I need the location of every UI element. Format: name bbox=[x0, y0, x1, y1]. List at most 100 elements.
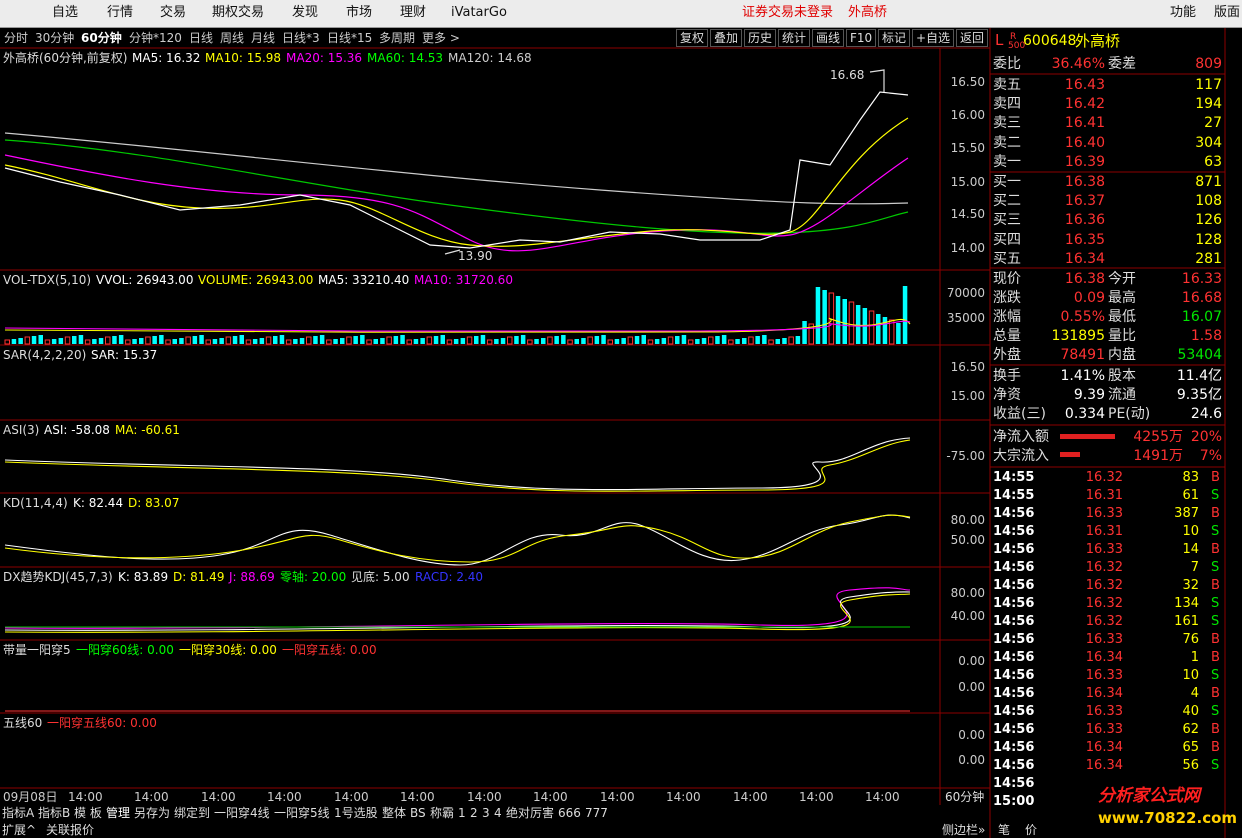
indicator-tab[interactable]: 整体 bbox=[382, 806, 407, 820]
indicator-tab[interactable]: 绝对厉害 bbox=[506, 806, 555, 820]
menu-item[interactable]: 交易 bbox=[160, 5, 187, 20]
y-tick-label: 16.00 bbox=[950, 108, 985, 122]
toolbar-button[interactable]: +自选 bbox=[912, 29, 955, 47]
footer-button[interactable]: 扩展^ bbox=[2, 823, 37, 837]
footer-button[interactable]: 价 bbox=[1025, 823, 1038, 837]
tick-time: 14:56 bbox=[993, 506, 1035, 521]
tick-volume: 134 bbox=[1174, 596, 1199, 611]
order-label: 卖一 bbox=[993, 153, 1021, 170]
y-tick-label: 80.00 bbox=[950, 513, 985, 527]
volume-bar bbox=[808, 323, 814, 345]
period-tab[interactable]: 多周期 bbox=[379, 31, 416, 45]
indicator-tab[interactable]: 777 bbox=[585, 806, 608, 820]
indicator-tab[interactable]: 1 bbox=[458, 806, 466, 820]
price-annotation: 13.90 bbox=[458, 249, 493, 263]
indicator-tab[interactable]: 一阳穿5线 bbox=[274, 806, 330, 820]
footer-button[interactable]: 侧边栏» bbox=[942, 823, 986, 837]
menu-item[interactable]: 自选 bbox=[52, 5, 79, 20]
tick-time: 14:56 bbox=[993, 686, 1035, 701]
indicator-tab[interactable]: 模 板 bbox=[74, 806, 102, 820]
volume-bar bbox=[695, 339, 700, 344]
period-tab[interactable]: 日线*15 bbox=[327, 31, 373, 45]
indicator-tab[interactable]: 管理 bbox=[106, 806, 131, 820]
indicator-tab[interactable]: 4 bbox=[494, 806, 502, 820]
indicator-tab[interactable]: 称霸 bbox=[430, 806, 455, 820]
toolbar-button[interactable]: 返回 bbox=[956, 29, 989, 47]
menu-button[interactable]: 功能 bbox=[1170, 5, 1197, 20]
order-volume: 63 bbox=[1204, 153, 1222, 170]
volume-bar bbox=[420, 338, 425, 344]
toolbar-button[interactable]: 叠加 bbox=[710, 29, 743, 47]
tick-side: S bbox=[1211, 614, 1220, 629]
indicator-tab[interactable]: 指标A bbox=[2, 806, 35, 820]
menu-item[interactable]: 行情 bbox=[107, 5, 134, 20]
period-tab[interactable]: 更多 > bbox=[422, 31, 460, 45]
toolbar-button[interactable]: 复权 bbox=[676, 29, 709, 47]
indicator-tab[interactable]: 666 bbox=[558, 806, 581, 820]
volume-bar bbox=[574, 339, 579, 344]
menu-item[interactable]: iVatarGo bbox=[451, 5, 507, 20]
period-tab[interactable]: 日线*3 bbox=[282, 31, 320, 45]
tick-time: 14:55 bbox=[993, 470, 1035, 485]
info-value: 1.41% bbox=[1060, 368, 1105, 384]
flow-pct: 7% bbox=[1199, 448, 1222, 464]
volume-bar bbox=[755, 336, 760, 344]
info-value: 9.35亿 bbox=[1176, 387, 1222, 403]
volume-bar bbox=[346, 336, 352, 345]
tick-side: S bbox=[1211, 758, 1220, 773]
volume-bar bbox=[44, 339, 51, 345]
indicator-tab[interactable]: 绑定到 bbox=[174, 806, 211, 820]
period-tab[interactable]: 60分钟 bbox=[81, 31, 122, 45]
menu-item[interactable]: 发现 bbox=[292, 5, 319, 20]
indicator-tab[interactable]: 1号选股 bbox=[334, 806, 378, 820]
tick-time: 14:56 bbox=[993, 632, 1035, 647]
indicator-label: SAR(4,2,2,20) bbox=[3, 348, 87, 362]
menu-item[interactable]: 理财 bbox=[400, 5, 427, 20]
x-tick-label: 14:00 bbox=[666, 790, 701, 804]
footer-button[interactable]: 关联报价 bbox=[46, 823, 95, 837]
period-tab[interactable]: 分时 bbox=[4, 31, 29, 45]
indicator-tab[interactable]: 指标B bbox=[38, 806, 71, 820]
menu-item[interactable]: 期权交易 bbox=[212, 5, 265, 20]
volume-bar bbox=[594, 336, 600, 344]
period-tab[interactable]: 日线 bbox=[189, 31, 214, 45]
order-volume: 117 bbox=[1195, 77, 1222, 93]
menu-button[interactable]: 版面 bbox=[1214, 5, 1241, 20]
stat-value: 0.55% bbox=[1060, 309, 1105, 325]
indicator-tab[interactable]: 3 bbox=[482, 806, 490, 820]
volume-bar bbox=[842, 299, 847, 344]
indicator-tab[interactable]: 另存为 bbox=[134, 806, 171, 820]
toolbar-button[interactable]: 画线 bbox=[812, 29, 845, 47]
y-tick-label: 35000 bbox=[946, 311, 985, 325]
indicator-tab[interactable]: 2 bbox=[470, 806, 478, 820]
order-volume: 304 bbox=[1195, 134, 1222, 151]
tick-side: S bbox=[1211, 668, 1220, 683]
info-label: 收益(三) bbox=[993, 406, 1046, 422]
period-tab[interactable]: 周线 bbox=[220, 31, 245, 45]
market-flag: R bbox=[1010, 32, 1017, 42]
footer-button[interactable]: 笔 bbox=[998, 823, 1011, 837]
tick-time: 14:56 bbox=[993, 596, 1035, 611]
info-label: 股本 bbox=[1108, 368, 1136, 384]
volume-bar bbox=[802, 321, 807, 344]
volume-bar bbox=[675, 336, 680, 344]
order-price: 16.42 bbox=[1064, 96, 1105, 113]
toolbar-button[interactable]: F10 bbox=[846, 29, 877, 47]
volume-bar bbox=[876, 314, 881, 344]
period-tab[interactable]: 分钟*120 bbox=[129, 31, 182, 45]
toolbar-button[interactable]: 历史 bbox=[744, 29, 777, 47]
menu-item[interactable]: 市场 bbox=[346, 5, 373, 20]
indicator-tab[interactable]: BS bbox=[410, 806, 426, 820]
toolbar-button[interactable]: 标记 bbox=[878, 29, 911, 47]
volume-bar bbox=[661, 338, 667, 344]
toolbar-button[interactable]: 统计 bbox=[778, 29, 811, 47]
y-tick-label: 40.00 bbox=[950, 609, 985, 623]
period-tab[interactable]: 月线 bbox=[251, 31, 276, 45]
indicator-label: ASI(3) bbox=[3, 423, 40, 437]
volume-bar bbox=[446, 339, 453, 345]
tick-side: S bbox=[1211, 524, 1220, 539]
tick-side: S bbox=[1211, 596, 1220, 611]
indicator-tab[interactable]: 一阳穿4线 bbox=[214, 806, 270, 820]
flow-bar bbox=[1060, 434, 1115, 439]
period-tab[interactable]: 30分钟 bbox=[35, 31, 75, 45]
